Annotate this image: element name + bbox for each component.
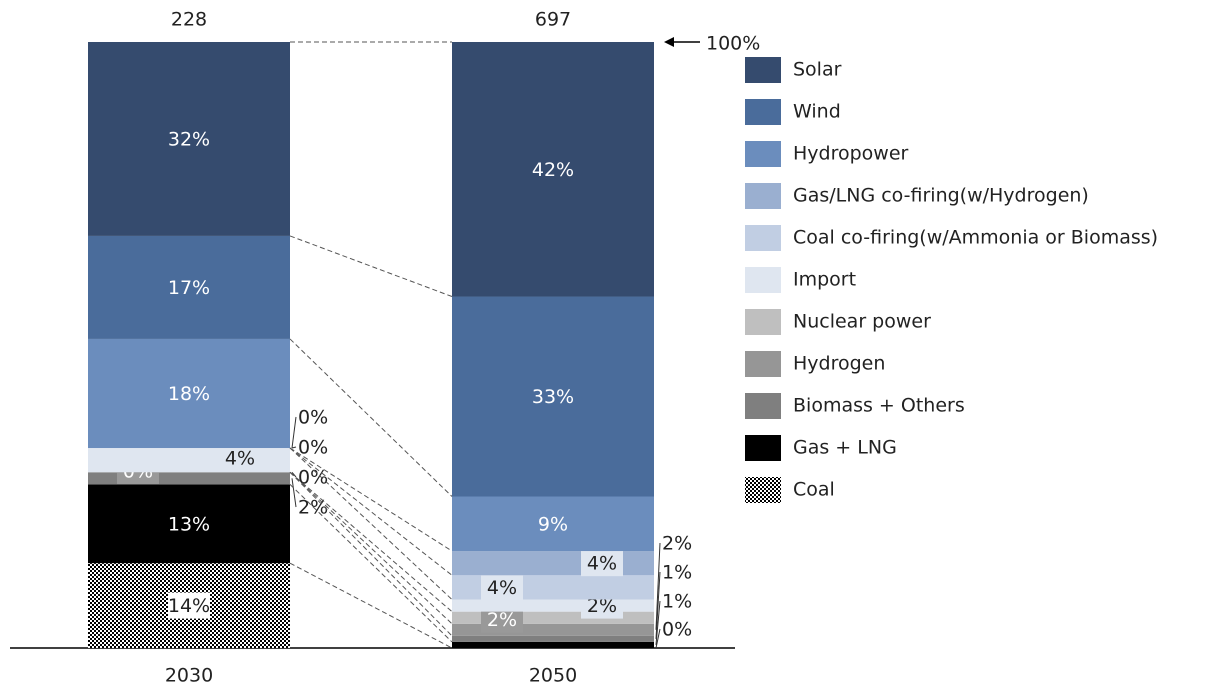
bar-segment [452, 42, 654, 297]
connector [289, 447, 453, 600]
legend-swatch [745, 183, 781, 209]
legend-swatch [745, 225, 781, 251]
legend-swatch [745, 141, 781, 167]
bar-segment [88, 338, 290, 449]
leader-line [291, 471, 297, 478]
bar-segment [452, 635, 654, 642]
leader-line [655, 600, 661, 646]
leader-line [655, 542, 661, 630]
value-label: 2% [587, 595, 617, 617]
value-label: 18% [168, 383, 210, 405]
leader-line [291, 446, 297, 449]
legend-swatch [745, 57, 781, 83]
connector [289, 235, 453, 297]
connector [289, 471, 453, 637]
connector [289, 447, 453, 576]
leader-line [655, 628, 661, 649]
value-label: 4% [225, 448, 255, 470]
total-label: 697 [535, 9, 571, 31]
value-label: 2% [487, 609, 517, 631]
bar-segment [88, 42, 290, 236]
legend-label: Nuclear power [793, 311, 931, 333]
legend-swatch [745, 435, 781, 461]
value-label: 14% [168, 595, 210, 617]
bar-segment [452, 551, 654, 576]
leader-line [291, 416, 297, 449]
legend-label: Gas/LNG co-firing(w/Hydrogen) [793, 185, 1089, 207]
value-label: 0% [298, 407, 328, 429]
label-box [168, 592, 210, 619]
bar-segment [88, 484, 290, 564]
legend-label: Hydrogen [793, 353, 885, 375]
bar-segment [88, 235, 290, 339]
bar-segment [452, 641, 654, 648]
legend-swatch [745, 267, 781, 293]
connector [289, 338, 453, 497]
total-label: 228 [171, 9, 207, 31]
value-label: 17% [168, 277, 210, 299]
value-label: 0% [662, 619, 692, 641]
legend-swatch [745, 477, 781, 503]
value-label: 33% [532, 386, 574, 408]
bar-segment [88, 448, 290, 473]
value-label: 0% [298, 467, 328, 489]
value-label: 32% [168, 128, 210, 150]
bar-segment [452, 599, 654, 612]
x-tick-label: 2050 [529, 665, 577, 687]
leader-line [655, 571, 661, 639]
x-tick-label: 2030 [165, 665, 213, 687]
connector [289, 562, 453, 649]
connector [289, 471, 453, 613]
legend-label: Coal [793, 479, 835, 501]
arrow-head [664, 37, 674, 47]
value-label: 4% [487, 577, 517, 599]
value-label: 2% [662, 533, 692, 555]
legend-swatch [745, 351, 781, 377]
legend-label: Solar [793, 59, 842, 81]
value-label: 0% [298, 437, 328, 459]
connector [289, 471, 453, 625]
legend-label: Hydropower [793, 143, 909, 165]
label-box [481, 574, 523, 601]
leader-line [291, 478, 297, 508]
legend-label: Wind [793, 101, 841, 123]
bar-segment [452, 296, 654, 497]
value-label: 13% [168, 513, 210, 535]
value-label: 9% [538, 513, 568, 535]
legend-label: Import [793, 269, 856, 291]
legend-label: Gas + LNG [793, 437, 897, 459]
value-label: 42% [532, 159, 574, 181]
legend-label: Biomass + Others [793, 395, 965, 417]
legend-swatch [745, 99, 781, 125]
legend-swatch [745, 393, 781, 419]
annotation: 100% [706, 33, 760, 55]
value-label: 4% [587, 553, 617, 575]
label-box [581, 550, 623, 577]
value-label: 1% [662, 562, 692, 584]
connector [289, 484, 453, 643]
legend-label: Coal co-firing(w/Ammonia or Biomass) [793, 227, 1158, 249]
legend-swatch [745, 309, 781, 335]
bar-segment [452, 496, 654, 552]
value-label: 1% [662, 591, 692, 613]
